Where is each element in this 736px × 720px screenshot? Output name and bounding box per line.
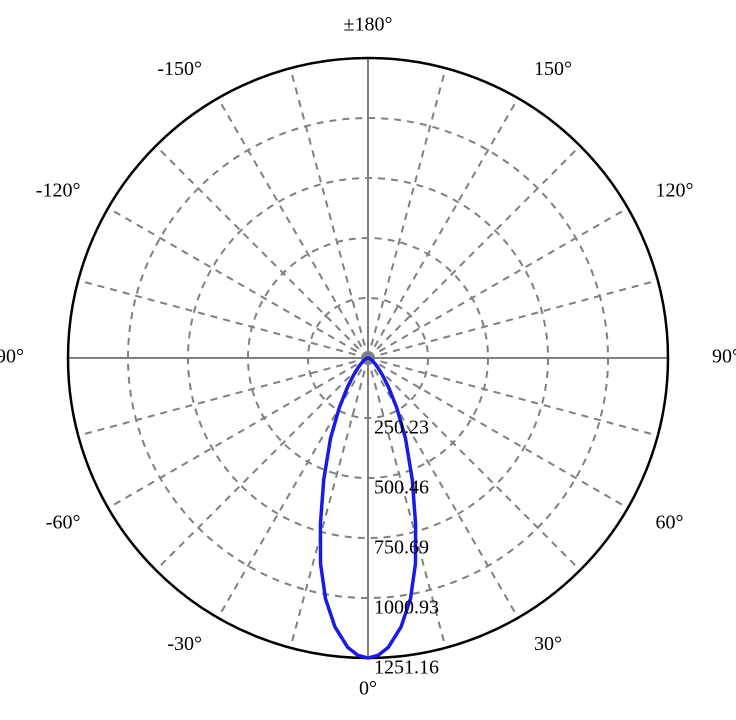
polar-svg: ±180° -150° 150° -120° 120° -90° 90° -60° 60° -30… xyxy=(0,0,736,720)
radial-label: 250.23 xyxy=(374,417,429,439)
angle-label: 60° xyxy=(656,512,684,534)
radial-label: 1000.93 xyxy=(374,597,439,619)
angle-label: -120° xyxy=(36,180,81,202)
angle-label: -60° xyxy=(46,512,81,534)
angle-label: 90° xyxy=(712,346,736,368)
radial-label: 500.46 xyxy=(374,477,429,499)
angle-label: 120° xyxy=(656,180,694,202)
angle-label: 150° xyxy=(534,58,572,80)
angle-label: ±180° xyxy=(344,14,393,36)
radial-label: 750.69 xyxy=(374,537,429,559)
angle-label: 0° xyxy=(359,678,377,700)
radial-label: 1251.16 xyxy=(374,657,439,679)
angle-label: -30° xyxy=(167,633,202,655)
angle-label: -90° xyxy=(0,346,24,368)
polar-chart: ±180° -150° 150° -120° 120° -90° 90° -60° 60° -30… xyxy=(0,0,736,720)
angle-label: 30° xyxy=(534,633,562,655)
angle-label: -150° xyxy=(157,58,202,80)
